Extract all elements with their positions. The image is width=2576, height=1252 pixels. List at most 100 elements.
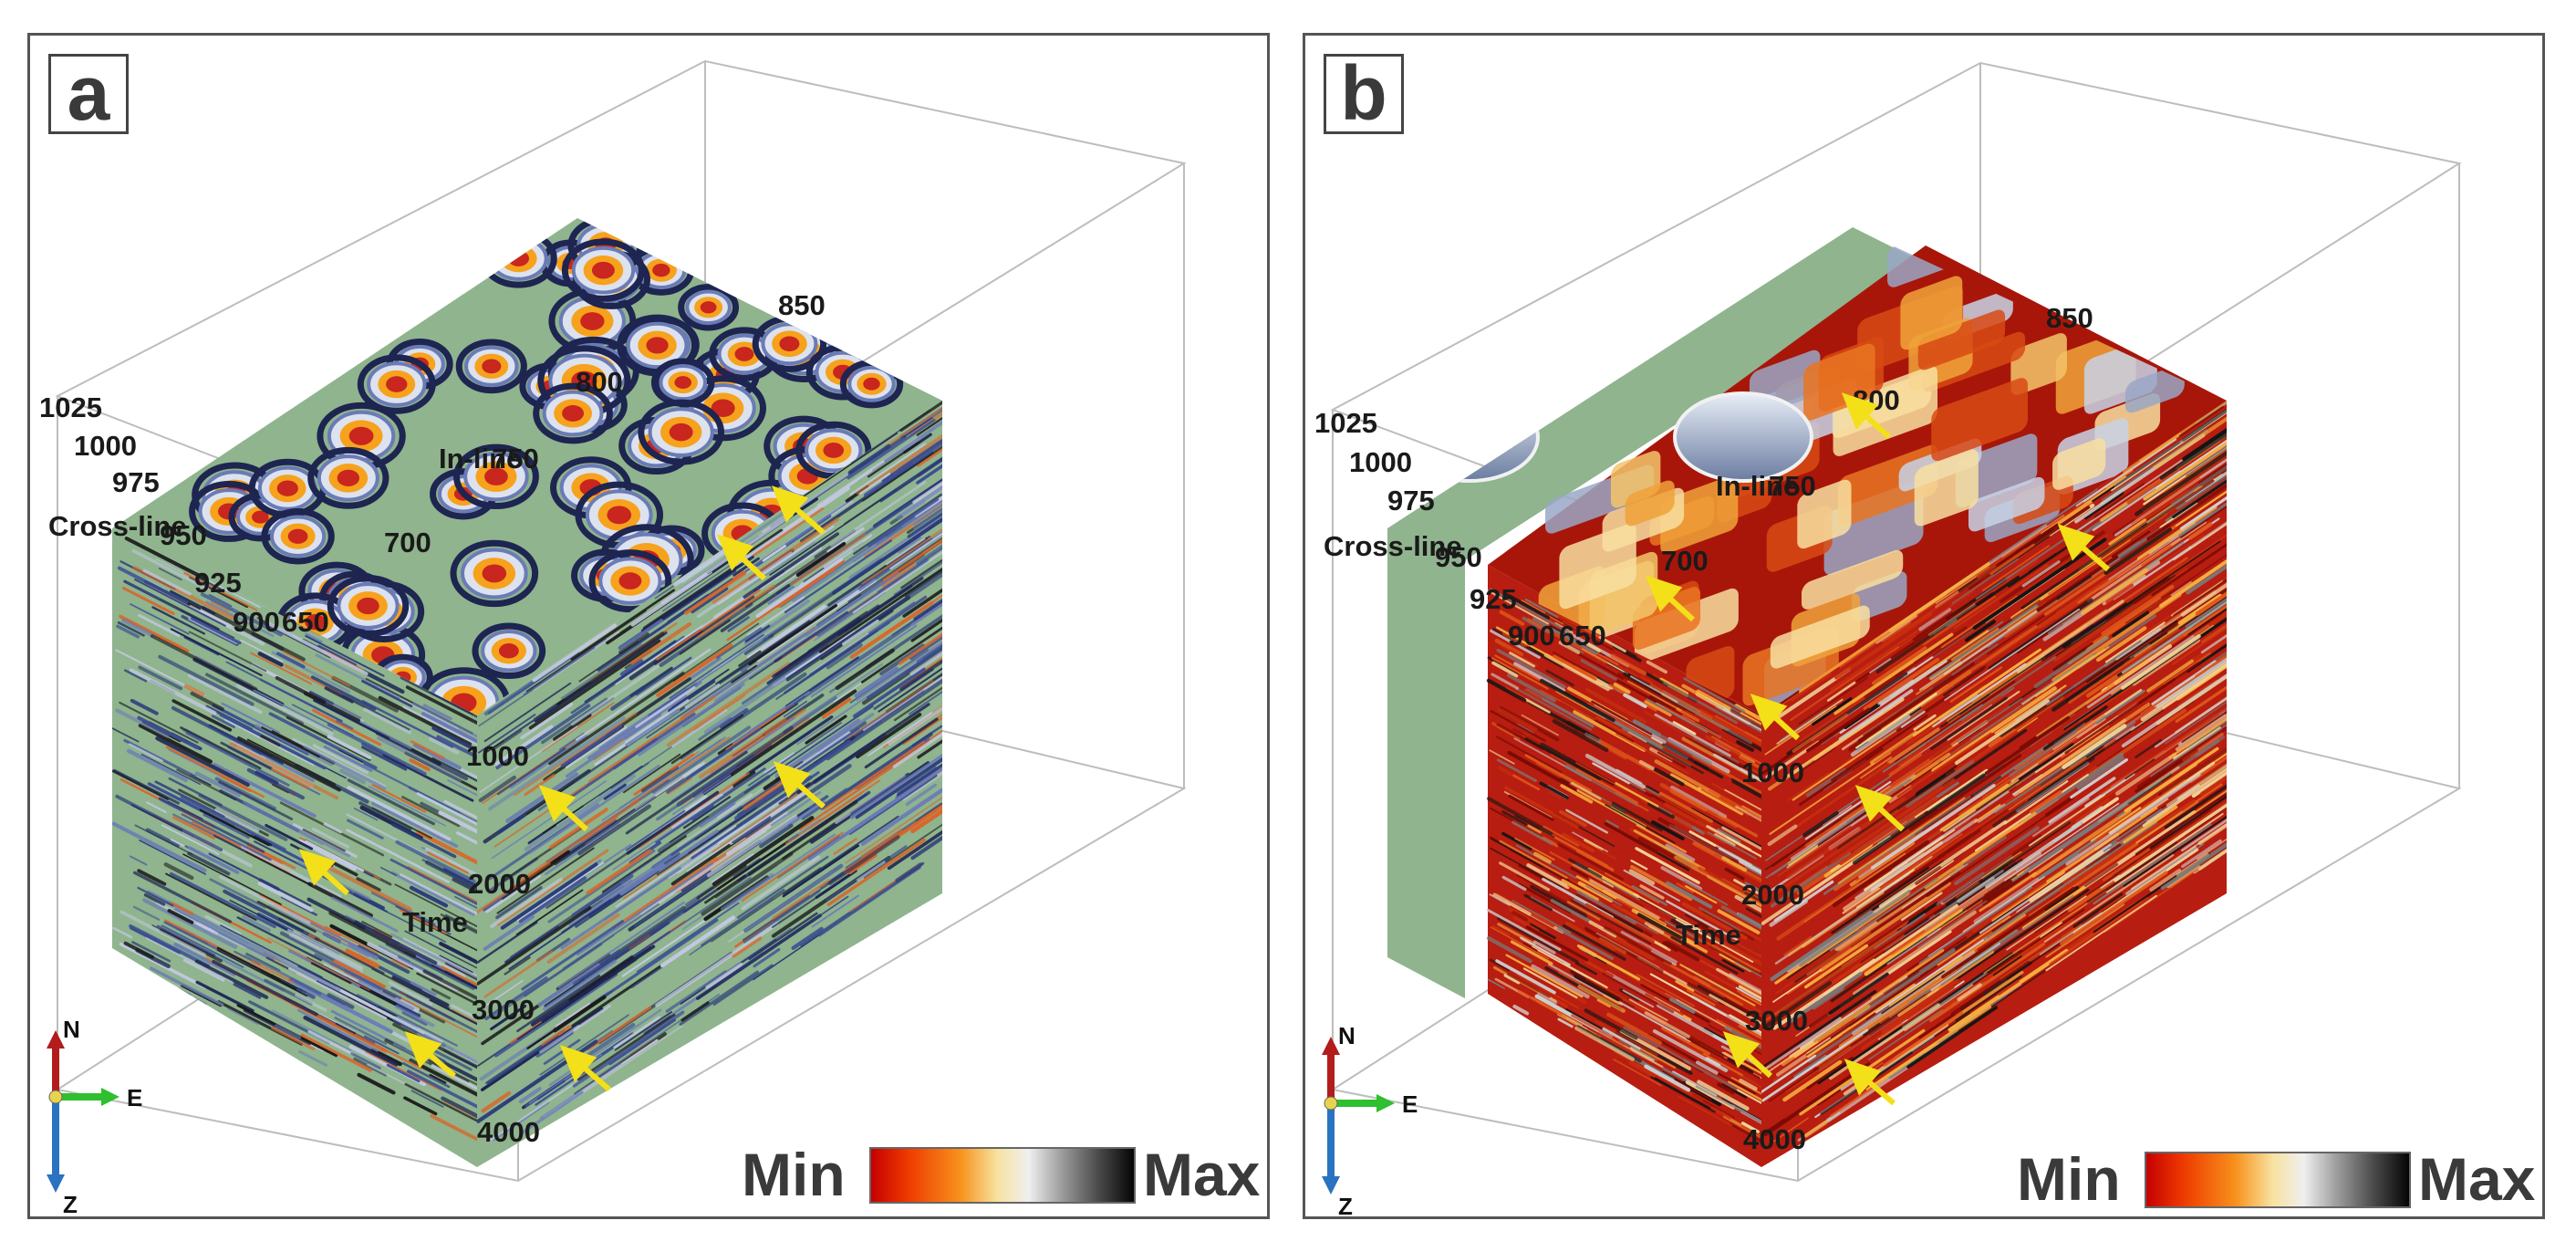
seismic-streak xyxy=(790,533,867,586)
seismic-streak xyxy=(636,902,740,973)
seismic-streak xyxy=(164,921,209,944)
seismic-streak xyxy=(626,790,720,855)
time-tick: 4000 xyxy=(477,1116,540,1148)
seismic-streak xyxy=(1875,591,1995,673)
seismic-streak xyxy=(1741,805,1761,828)
seismic-streak xyxy=(2077,553,2150,604)
seismic-streak xyxy=(1584,902,1656,944)
seismic-streak xyxy=(1976,575,2020,607)
seismic-streak xyxy=(1708,982,1761,1028)
seismic-streak xyxy=(679,970,759,1026)
seismic-streak xyxy=(866,617,942,700)
seismic-streak xyxy=(1731,780,1761,802)
seismic-streak xyxy=(860,828,903,858)
seismic-streak xyxy=(1570,899,1652,945)
seismic-streak xyxy=(2028,552,2057,573)
seismic-streak xyxy=(656,589,761,661)
seismic-streak xyxy=(1685,885,1718,904)
seismic-streak xyxy=(1539,678,1615,723)
seismic-streak xyxy=(716,895,849,986)
seismic-streak xyxy=(113,768,180,805)
seismic-streak xyxy=(1915,865,1942,885)
seismic-streak xyxy=(429,1073,447,1084)
seismic-streak xyxy=(1879,1022,1903,1039)
seismic-streak xyxy=(1611,1038,1664,1069)
seismic-streak xyxy=(132,905,161,921)
seismic-streak xyxy=(323,745,373,772)
seismic-streak xyxy=(1702,1052,1744,1077)
seismic-streak xyxy=(749,656,783,680)
seismic-streak xyxy=(577,804,651,856)
seismic-streak xyxy=(145,828,180,848)
seismic-streak xyxy=(1584,960,1615,977)
seismic-streak xyxy=(2130,477,2200,526)
seismic-streak xyxy=(330,896,399,933)
seismic-streak xyxy=(666,747,733,794)
seismic-streak xyxy=(1669,817,1696,831)
seismic-streak xyxy=(849,649,930,704)
seismic-streak xyxy=(214,777,276,810)
amplitude-spot xyxy=(839,360,904,409)
seismic-streak xyxy=(1738,1056,1761,1086)
seismic-streak xyxy=(743,541,815,591)
seismic-streak xyxy=(748,912,818,961)
seismic-streak xyxy=(1888,561,1990,632)
seismic-streak xyxy=(235,683,334,736)
seismic-streak xyxy=(1869,658,1892,674)
seismic-streak xyxy=(658,829,719,872)
seismic-streak xyxy=(1496,916,1579,964)
seismic-streak xyxy=(496,847,595,914)
seismic-streak xyxy=(867,712,933,756)
seismic-streak xyxy=(1883,1011,1964,1067)
seismic-streak xyxy=(2135,738,2163,759)
seismic-streak xyxy=(2105,583,2135,604)
seismic-streak xyxy=(905,783,938,806)
seismic-streak xyxy=(804,571,899,637)
seismic-streak xyxy=(439,942,477,981)
seismic-streak xyxy=(282,651,350,687)
seismic-streak xyxy=(1584,1008,1638,1040)
seismic-streak xyxy=(1565,1017,1588,1030)
seismic-streak xyxy=(410,1090,444,1108)
seismic-streak xyxy=(173,908,275,962)
seismic-streak xyxy=(1829,1085,1876,1118)
seismic-streak xyxy=(224,718,315,767)
seismic-streak xyxy=(878,658,942,713)
seismic-streak xyxy=(1968,778,2020,815)
seismic-streak xyxy=(1762,981,1833,1029)
compass-east-label: E xyxy=(127,1084,142,1111)
in-line-tick: 650 xyxy=(282,606,329,638)
seismic-streak xyxy=(1761,1028,1869,1102)
seismic-streak xyxy=(2003,564,2111,638)
seismic-streak xyxy=(2062,724,2127,769)
seismic-streak xyxy=(1494,638,1524,657)
seismic-streak xyxy=(119,614,190,652)
seismic-streak xyxy=(329,701,362,719)
seismic-streak xyxy=(895,862,923,883)
seismic-streak xyxy=(484,976,548,1021)
down-arrow-icon xyxy=(47,1174,65,1193)
annotation-arrows xyxy=(298,485,826,1092)
seismic-streak xyxy=(2036,659,2150,738)
seismic-streak xyxy=(182,958,225,982)
seismic-streak xyxy=(112,926,133,939)
seismic-streak xyxy=(1787,771,1830,801)
seismic-streak xyxy=(2022,752,2124,822)
seismic-streak xyxy=(837,577,924,636)
seismic-streak xyxy=(257,882,314,913)
seismic-streak xyxy=(1645,726,1712,766)
seismic-streak xyxy=(1496,648,1566,689)
seismic-streak xyxy=(1878,1002,1910,1024)
seismic-streak xyxy=(1818,1046,1852,1069)
seismic-streak xyxy=(1615,782,1659,808)
seismic-streak xyxy=(622,849,697,900)
seismic-streak xyxy=(715,620,811,685)
seismic-streak xyxy=(2136,771,2160,788)
seismic-streak xyxy=(908,667,942,715)
seismic-streak xyxy=(2095,689,2145,725)
seismic-streak xyxy=(268,904,369,958)
seismic-streak xyxy=(1897,950,1995,1017)
seismic-streak xyxy=(1591,700,1653,736)
seismic-streak xyxy=(1721,856,1748,872)
seismic-streak xyxy=(314,937,385,975)
